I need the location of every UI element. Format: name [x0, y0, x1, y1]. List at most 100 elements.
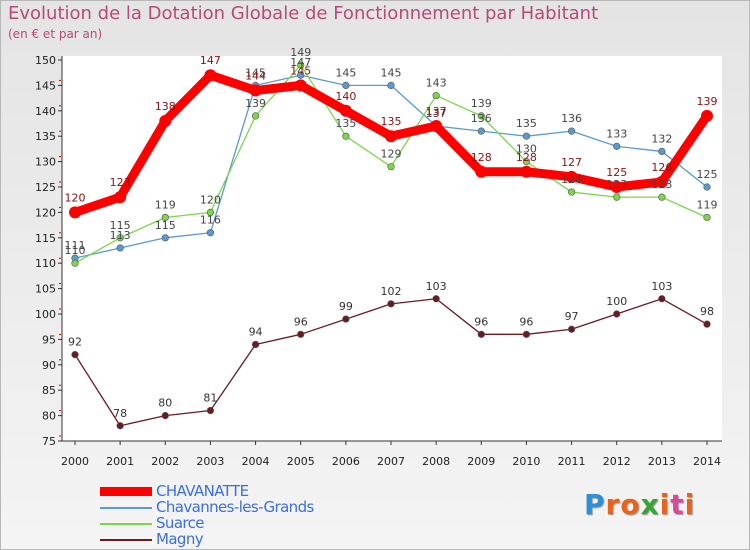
- data-label: 120: [65, 191, 86, 204]
- data-label: 128: [471, 151, 492, 164]
- data-label: 92: [68, 336, 82, 349]
- y-tick-label: 145: [35, 79, 56, 92]
- data-label: 136: [561, 112, 582, 125]
- legend-item: CHAVANATTE: [100, 482, 360, 500]
- legend-swatch: [100, 523, 152, 525]
- data-label: 81: [203, 392, 217, 405]
- data-point: [387, 81, 395, 89]
- chart-legend: CHAVANATTE Chavannes-les-Grands Suarce Magn…: [100, 482, 360, 548]
- data-label: 94: [249, 325, 263, 338]
- y-tick-label: 100: [35, 308, 56, 321]
- y-tick-label: 120: [35, 206, 56, 219]
- legend-label: CHAVANATTE: [156, 482, 249, 500]
- x-tick-label: 2005: [287, 455, 315, 468]
- legend-item: Suarce: [100, 514, 360, 532]
- data-point: [161, 213, 169, 222]
- data-label: 149: [290, 46, 311, 59]
- x-tick-label: 2003: [196, 455, 224, 468]
- y-tick-label: 85: [42, 384, 56, 397]
- y-tick-label: 150: [35, 54, 56, 67]
- data-label: 119: [155, 198, 176, 211]
- logo-letter: i: [659, 488, 671, 521]
- data-point: [522, 330, 531, 338]
- x-tick-label: 2010: [512, 455, 540, 468]
- data-point: [387, 300, 395, 308]
- data-point: [116, 244, 124, 252]
- legend-swatch: [100, 539, 152, 541]
- data-label: 102: [381, 285, 402, 298]
- data-point: [297, 61, 305, 69]
- data-point: [658, 193, 666, 201]
- legend-label: Chavannes-les-Grands: [156, 498, 314, 516]
- data-label: 125: [697, 168, 718, 181]
- data-label: 127: [561, 156, 582, 169]
- data-label: 138: [155, 100, 176, 113]
- data-point: [385, 130, 397, 143]
- data-label: 111: [65, 239, 86, 252]
- data-point: [701, 109, 713, 122]
- data-label: 116: [200, 214, 221, 227]
- data-label: 103: [426, 280, 447, 293]
- y-tick-label: 90: [42, 359, 56, 372]
- data-point: [475, 165, 488, 178]
- data-point: [297, 330, 305, 338]
- x-tick-label: 2007: [377, 455, 405, 468]
- data-point: [522, 132, 531, 140]
- data-label: 133: [606, 127, 627, 140]
- data-point: [432, 91, 440, 100]
- legend-item: Chavannes-les-Grands: [100, 498, 360, 516]
- x-tick-label: 2002: [151, 455, 179, 468]
- data-label: 145: [245, 66, 266, 79]
- data-label: 139: [471, 97, 492, 110]
- data-point: [71, 351, 79, 359]
- logo-letter: x: [640, 488, 660, 521]
- data-label: 145: [335, 66, 356, 79]
- data-label: 80: [158, 397, 172, 410]
- data-point: [387, 163, 395, 171]
- legend-item: Magny: [100, 530, 360, 548]
- data-label: 99: [339, 300, 353, 313]
- data-label: 128: [516, 151, 537, 164]
- data-label: 145: [381, 66, 402, 79]
- legend-swatch: [100, 487, 152, 496]
- data-point: [520, 165, 533, 178]
- data-point: [114, 191, 127, 204]
- data-point: [342, 315, 350, 323]
- data-label: 96: [519, 315, 533, 328]
- y-tick-label: 115: [35, 232, 56, 245]
- data-point: [342, 132, 350, 140]
- data-label: 144: [245, 69, 266, 82]
- data-label: 145: [290, 64, 311, 77]
- data-point: [206, 406, 215, 415]
- data-point: [251, 340, 260, 349]
- data-point: [71, 259, 79, 267]
- data-point: [703, 213, 711, 222]
- data-label: 137: [426, 107, 447, 120]
- data-label: 123: [606, 178, 627, 191]
- data-label: 147: [200, 54, 221, 67]
- data-label: 98: [700, 305, 714, 318]
- data-label: 135: [381, 115, 402, 128]
- plot-area: [62, 56, 722, 441]
- data-point: [613, 142, 621, 150]
- y-tick-label: 130: [35, 156, 56, 169]
- x-tick-label: 2001: [106, 455, 134, 468]
- data-label: 147: [290, 56, 311, 69]
- data-label: 96: [474, 315, 488, 328]
- y-tick-label: 125: [35, 181, 56, 194]
- data-point: [204, 69, 217, 82]
- data-point: [567, 325, 576, 333]
- x-tick-label: 2011: [558, 455, 586, 468]
- logo-letter: o: [620, 488, 641, 521]
- chart-subtitle: (en € et par an): [8, 27, 103, 41]
- data-point: [703, 320, 711, 328]
- data-point: [116, 234, 124, 242]
- x-tick-label: 2009: [467, 455, 495, 468]
- data-point: [477, 127, 485, 135]
- data-point: [610, 181, 623, 193]
- x-tick-label: 2004: [242, 455, 270, 468]
- data-point: [477, 330, 485, 338]
- data-label: 119: [697, 198, 718, 211]
- y-tick-label: 110: [35, 257, 56, 270]
- chart-title: Evolution de la Dotation Globale de Fonc…: [8, 3, 599, 24]
